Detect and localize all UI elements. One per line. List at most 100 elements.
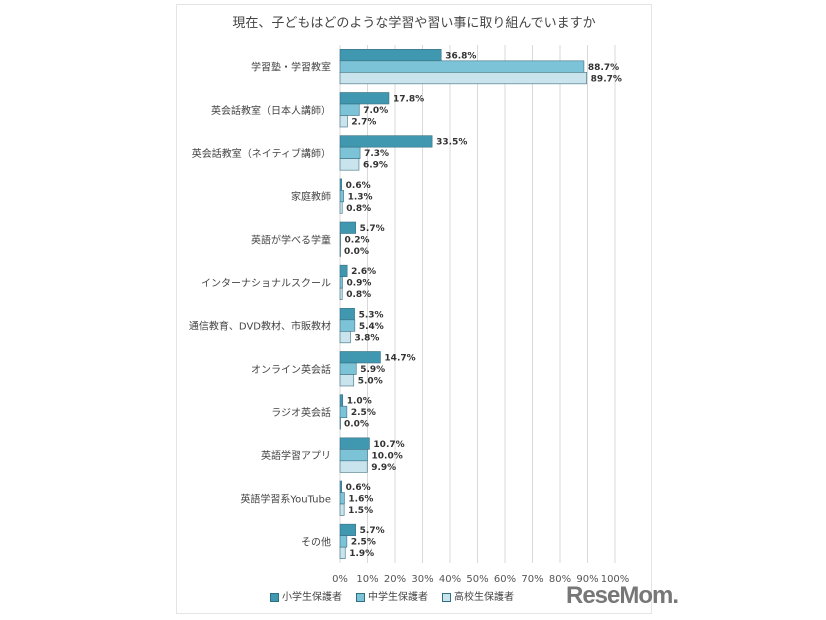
category-label: ラジオ英会話: [271, 406, 331, 419]
data-label: 88.7%: [588, 63, 619, 73]
bar: [339, 264, 348, 277]
data-label: 5.3%: [359, 310, 384, 320]
chart-title: 現在、子どもはどのような学習や習い事に取り組んでいますか: [232, 16, 596, 31]
data-label: 89.7%: [591, 74, 622, 84]
data-label: 2.5%: [351, 538, 376, 548]
data-label: 6.9%: [363, 161, 388, 171]
bar: [339, 103, 360, 116]
bar: [339, 546, 346, 559]
x-tick-label: 50%: [466, 574, 488, 585]
bar: [339, 362, 357, 375]
x-tick-label: 60%: [494, 574, 516, 585]
data-label: 0.6%: [346, 181, 371, 191]
data-label: 1.0%: [347, 397, 372, 407]
category-label: 家庭教師: [291, 190, 331, 203]
data-label: 0.0%: [344, 247, 369, 257]
category-label: 英語学習アプリ: [261, 449, 331, 462]
data-label: 2.5%: [351, 408, 376, 418]
data-label: 33.5%: [436, 138, 467, 148]
category-label: 英語学習系YouTube: [240, 492, 331, 505]
data-label: 36.8%: [445, 51, 476, 61]
data-label: 0.9%: [346, 279, 371, 289]
bar: [339, 437, 370, 450]
data-label: 17.8%: [393, 95, 424, 105]
legend-swatch: [442, 592, 451, 602]
bar: [339, 221, 356, 234]
data-label: 0.0%: [344, 420, 369, 430]
data-label: 0.6%: [346, 483, 371, 493]
category-label: 英会話教室（ネイティブ講師）: [192, 147, 331, 160]
category-label: 英会話教室（日本人講師）: [211, 104, 331, 117]
x-tick-label: 90%: [576, 574, 598, 585]
data-label: 5.7%: [360, 526, 385, 536]
bar: [339, 244, 341, 257]
data-label: 1.6%: [348, 495, 373, 505]
data-label: 1.3%: [348, 192, 373, 202]
bar: [339, 417, 341, 430]
x-tick-label: 0%: [332, 574, 348, 585]
legend-item: 高校生保護者: [442, 592, 514, 604]
data-label: 5.7%: [360, 224, 385, 234]
bar: [339, 92, 390, 105]
data-label: 9.9%: [371, 463, 396, 473]
x-tick-label: 10%: [356, 574, 378, 585]
category-label: その他: [301, 535, 331, 548]
data-label: 1.9%: [349, 549, 374, 559]
x-tick-label: 20%: [384, 574, 406, 585]
data-label: 5.0%: [358, 377, 383, 387]
bar: [339, 201, 343, 214]
bar: [339, 460, 368, 473]
bar: [339, 351, 381, 364]
data-label: 2.7%: [351, 118, 376, 128]
legend-swatch: [356, 592, 365, 602]
bar: [339, 535, 348, 548]
category-label: 学習塾・学習教室: [251, 61, 331, 74]
bar: [339, 394, 344, 407]
legend-swatch: [270, 592, 279, 602]
bar: [339, 178, 342, 191]
bar: [339, 49, 442, 62]
bar: [339, 115, 348, 128]
data-label: 2.6%: [351, 267, 376, 277]
legend-item: 中学生保護者: [356, 592, 428, 604]
bar: [339, 492, 345, 505]
x-tick-label: 100%: [601, 574, 630, 585]
data-label: 10.0%: [372, 451, 403, 461]
bar: [339, 480, 342, 493]
legend-label: 小学生保護者: [282, 592, 342, 603]
category-label: オンライン英会話: [251, 363, 331, 376]
category-label: インターナショナルスクール: [201, 277, 331, 289]
x-tick-label: 40%: [439, 574, 461, 585]
data-label: 7.0%: [363, 106, 388, 116]
bar: [339, 331, 351, 344]
data-label: 5.4%: [359, 322, 384, 332]
bar: [339, 308, 355, 321]
bar: [339, 158, 360, 171]
data-label: 3.8%: [354, 333, 379, 343]
bar: [339, 374, 355, 387]
x-tick-label: 80%: [549, 574, 571, 585]
legend-label: 中学生保護者: [368, 592, 428, 603]
data-label: 5.9%: [360, 365, 385, 375]
category-label: 英語が学べる学童: [251, 233, 331, 246]
bar: [339, 503, 345, 516]
legend-item: 小学生保護者: [270, 592, 342, 604]
bar: [339, 449, 368, 462]
bar: [339, 190, 344, 203]
data-label: 0.2%: [345, 236, 370, 246]
resemom-logo: ReseMom.: [566, 582, 679, 609]
x-tick-label: 30%: [411, 574, 433, 585]
bar: [339, 523, 356, 536]
bar: [339, 287, 343, 300]
bar: [339, 72, 587, 85]
data-label: 7.3%: [364, 149, 389, 159]
chart-frame: [176, 4, 652, 614]
bar: [339, 135, 433, 148]
x-tick-label: 70%: [521, 574, 543, 585]
bar: [339, 405, 348, 418]
legend-label: 高校生保護者: [454, 592, 514, 603]
bar: [339, 233, 341, 246]
data-label: 0.8%: [346, 290, 371, 300]
legend: 小学生保護者 中学生保護者 高校生保護者: [270, 592, 514, 604]
